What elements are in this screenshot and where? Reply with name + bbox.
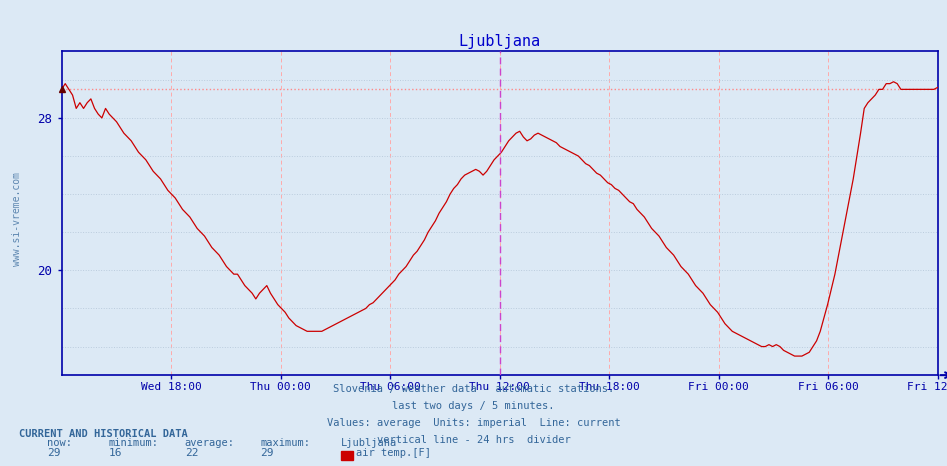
Text: maximum:: maximum: <box>260 439 311 448</box>
Text: Values: average  Units: imperial  Line: current: Values: average Units: imperial Line: cu… <box>327 418 620 428</box>
Text: average:: average: <box>185 439 235 448</box>
Text: 16: 16 <box>109 448 122 458</box>
Text: 29: 29 <box>260 448 274 458</box>
Text: minimum:: minimum: <box>109 439 159 448</box>
Text: now:: now: <box>47 439 72 448</box>
Text: 22: 22 <box>185 448 198 458</box>
Text: air temp.[F]: air temp.[F] <box>356 448 431 458</box>
Text: last two days / 5 minutes.: last two days / 5 minutes. <box>392 401 555 411</box>
Title: Ljubljana: Ljubljana <box>458 34 541 49</box>
Text: www.si-vreme.com: www.si-vreme.com <box>12 172 23 266</box>
Text: vertical line - 24 hrs  divider: vertical line - 24 hrs divider <box>377 435 570 445</box>
Text: Slovenia / weather data - automatic stations.: Slovenia / weather data - automatic stat… <box>333 384 614 394</box>
Text: CURRENT AND HISTORICAL DATA: CURRENT AND HISTORICAL DATA <box>19 429 188 439</box>
Text: Ljubljana: Ljubljana <box>341 439 397 448</box>
Text: 29: 29 <box>47 448 61 458</box>
